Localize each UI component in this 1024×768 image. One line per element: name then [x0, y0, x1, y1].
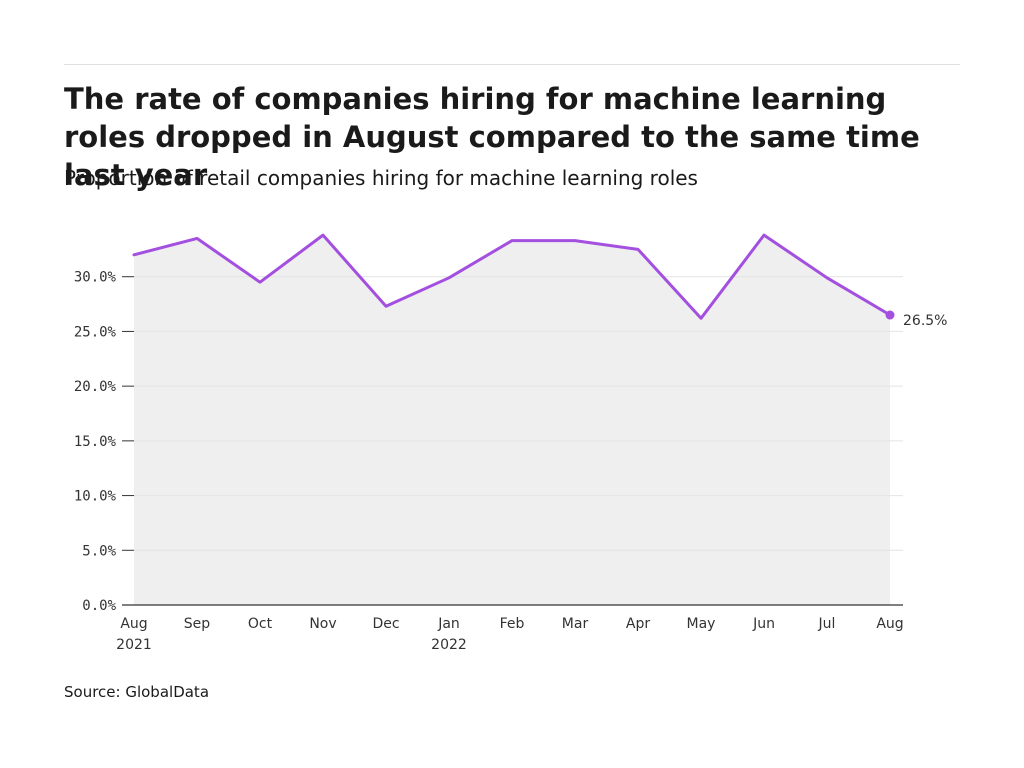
area-fill [134, 235, 890, 606]
x-tick-label: May [687, 616, 716, 632]
x-tick-label: Jan [437, 616, 460, 632]
source-note: Source: GlobalData [64, 683, 210, 701]
y-tick-label: 25.0% [74, 324, 117, 340]
chart-subtitle: Proportion of retail companies hiring fo… [64, 166, 698, 190]
series-line [132, 233, 892, 320]
x-tick-label: Jul [818, 616, 836, 632]
x-tick-label: Aug [876, 616, 903, 632]
end-point-marker [885, 310, 895, 320]
y-tick-label: 20.0% [74, 379, 117, 395]
x-tick-label: Feb [500, 616, 525, 632]
x-tick-label: Sep [184, 616, 211, 632]
x-tick-label: Oct [248, 616, 273, 632]
x-tick-label: 2021 [116, 637, 152, 653]
y-tick-label: 0.0% [82, 598, 116, 614]
y-tick-label: 5.0% [82, 543, 116, 559]
x-tick-label: Mar [562, 616, 589, 632]
x-tick-label: 2022 [431, 637, 467, 653]
x-tick-label: Aug [120, 616, 147, 632]
y-tick-label: 15.0% [74, 434, 117, 450]
x-tick-label: Apr [626, 616, 650, 632]
y-tick-label: 30.0% [74, 270, 117, 286]
x-tick-label: Jun [752, 616, 775, 632]
chart-title: The rate of companies hiring for machine… [64, 82, 920, 192]
end-value-label: 26.5% [903, 313, 947, 329]
x-tick-label: Dec [372, 616, 399, 632]
top-rule [64, 64, 960, 65]
x-tick-label: Nov [309, 616, 336, 632]
y-tick-label: 10.0% [74, 489, 117, 505]
